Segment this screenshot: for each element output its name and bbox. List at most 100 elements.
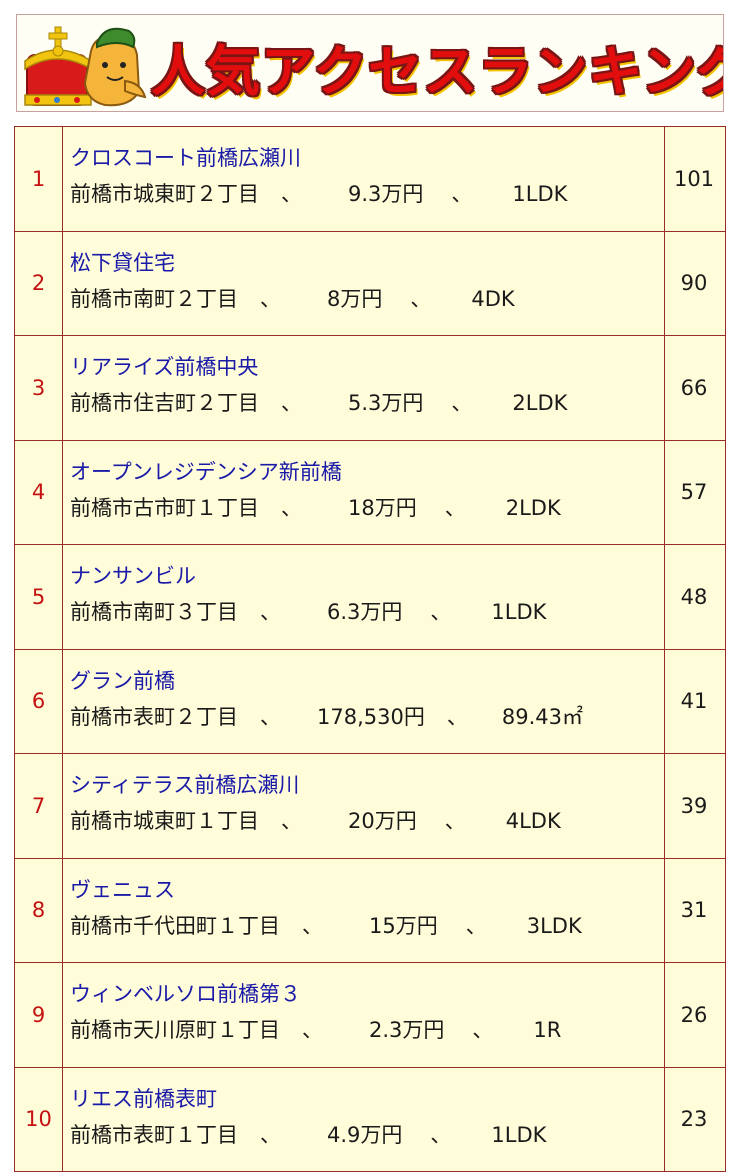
property-price: 6.3万円 [327, 600, 403, 624]
ranking-row[interactable]: 2 松下貸住宅 前橋市南町２丁目、 8万円、 4DK 90 [14, 230, 726, 336]
rank-number: 10 [14, 1066, 63, 1172]
property-details: 前橋市南町２丁目、 8万円、 4DK [70, 284, 664, 314]
ranking-row[interactable]: 10 リエス前橋表町 前橋市表町１丁目、 4.9万円、 1LDK 23 [14, 1066, 726, 1172]
property-spec: 2LDK [505, 495, 561, 520]
crown-mascot-icon [24, 26, 147, 107]
property-spec: 4DK [471, 286, 515, 311]
property-info: グラン前橋 前橋市表町２丁目、 178,530円、 89.43㎡ [62, 648, 665, 754]
property-info: オープンレジデンシア新前橋 前橋市古市町１丁目、 18万円、 2LDK [62, 439, 665, 545]
property-address: 前橋市城東町１丁目 [70, 809, 259, 833]
separator: 、 [465, 913, 487, 938]
ranking-row[interactable]: 1 クロスコート前橋広瀬川 前橋市城東町２丁目、 9.3万円、 1LDK 101 [14, 126, 726, 232]
separator: 、 [430, 1122, 452, 1147]
separator: 、 [281, 182, 302, 206]
access-count: 31 [664, 857, 726, 963]
property-spec: 3LDK [526, 913, 582, 938]
property-details: 前橋市千代田町１丁目、 15万円、 3LDK [70, 911, 664, 941]
property-details: 前橋市古市町１丁目、 18万円、 2LDK [70, 493, 664, 523]
ranking-row[interactable]: 4 オープンレジデンシア新前橋 前橋市古市町１丁目、 18万円、 2LDK 57 [14, 439, 726, 545]
separator: 、 [281, 495, 302, 520]
property-name-link[interactable]: 松下貸住宅 [70, 250, 175, 275]
ranking-row[interactable]: 8 ヴェニュス 前橋市千代田町１丁目、 15万円、 3LDK 31 [14, 857, 726, 963]
property-info: クロスコート前橋広瀬川 前橋市城東町２丁目、 9.3万円、 1LDK [62, 126, 665, 232]
ranking-row[interactable]: 3 リアライズ前橋中央 前橋市住吉町２丁目、 5.3万円、 2LDK 66 [14, 335, 726, 441]
property-name-link[interactable]: リエス前橋表町 [70, 1086, 217, 1111]
property-spec: 2LDK [512, 391, 568, 415]
property-spec: 1LDK [491, 600, 547, 624]
property-name-link[interactable]: ナンサンビル [70, 564, 196, 588]
property-details: 前橋市表町２丁目、 178,530円、 89.43㎡ [70, 702, 664, 732]
property-name-link[interactable]: シティテラス前橋広瀬川 [70, 773, 300, 797]
property-address: 前橋市千代田町１丁目 [70, 913, 280, 938]
property-info: ヴェニュス 前橋市千代田町１丁目、 15万円、 3LDK [62, 857, 665, 963]
property-details: 前橋市南町３丁目、 6.3万円、 1LDK [70, 597, 664, 627]
separator: 、 [451, 391, 473, 415]
rank-number: 9 [14, 962, 63, 1068]
separator: 、 [281, 391, 302, 415]
property-address: 前橋市古市町１丁目 [70, 495, 259, 520]
property-price: 178,530円 [317, 704, 425, 729]
separator: 、 [281, 809, 302, 833]
property-details: 前橋市表町１丁目、 4.9万円、 1LDK [70, 1120, 664, 1150]
ranking-banner: 人気アクセスランキング [16, 14, 724, 112]
rank-number: 8 [14, 857, 63, 963]
property-name-link[interactable]: リアライズ前橋中央 [70, 355, 259, 379]
property-price: 18万円 [348, 495, 417, 520]
property-name-link[interactable]: ウィンベルソロ前橋第３ [70, 982, 301, 1006]
separator: 、 [430, 600, 452, 624]
property-price: 5.3万円 [348, 391, 424, 415]
separator: 、 [410, 286, 432, 311]
separator: 、 [302, 1018, 323, 1042]
rank-number: 7 [14, 753, 63, 859]
property-address: 前橋市南町３丁目 [70, 600, 238, 624]
banner-title: 人気アクセスランキング [151, 40, 724, 103]
access-count: 41 [664, 648, 726, 754]
access-count: 26 [664, 962, 726, 1068]
access-count: 57 [664, 439, 726, 545]
property-address: 前橋市城東町２丁目 [70, 182, 259, 206]
access-count: 66 [664, 335, 726, 441]
property-spec: 89.43㎡ [501, 704, 583, 729]
property-address: 前橋市天川原町１丁目 [70, 1018, 280, 1042]
separator: 、 [472, 1018, 494, 1042]
property-name-link[interactable]: グラン前橋 [70, 668, 175, 693]
property-name-link[interactable]: ヴェニュス [70, 877, 175, 902]
access-count: 48 [664, 544, 726, 650]
rank-number: 1 [14, 126, 63, 232]
access-count: 23 [664, 1066, 726, 1172]
property-spec: 1LDK [491, 1122, 547, 1147]
property-price: 4.9万円 [327, 1122, 403, 1147]
separator: 、 [260, 600, 281, 624]
property-price: 2.3万円 [369, 1018, 445, 1042]
separator: 、 [446, 704, 468, 729]
property-details: 前橋市天川原町１丁目、 2.3万円、 1R [70, 1015, 664, 1045]
ranking-row[interactable]: 6 グラン前橋 前橋市表町２丁目、 178,530円、 89.43㎡ 41 [14, 648, 726, 754]
access-count: 90 [664, 230, 726, 336]
rank-number: 6 [14, 648, 63, 754]
property-details: 前橋市城東町１丁目、 20万円、 4LDK [70, 806, 664, 836]
separator: 、 [444, 495, 466, 520]
access-count: 101 [664, 126, 726, 232]
ranking-row[interactable]: 9 ウィンベルソロ前橋第３ 前橋市天川原町１丁目、 2.3万円、 1R 26 [14, 962, 726, 1068]
property-info: 松下貸住宅 前橋市南町２丁目、 8万円、 4DK [62, 230, 665, 336]
property-price: 9.3万円 [348, 182, 424, 206]
access-count: 39 [664, 753, 726, 859]
rank-number: 3 [14, 335, 63, 441]
property-spec: 1R [533, 1018, 562, 1042]
separator: 、 [451, 182, 473, 206]
rank-number: 2 [14, 230, 63, 336]
property-price: 20万円 [348, 809, 417, 833]
property-name-link[interactable]: オープンレジデンシア新前橋 [70, 459, 342, 484]
ranking-row[interactable]: 7 シティテラス前橋広瀬川 前橋市城東町１丁目、 20万円、 4LDK 39 [14, 753, 726, 859]
property-spec: 1LDK [512, 182, 568, 206]
rank-number: 5 [14, 544, 63, 650]
property-info: ナンサンビル 前橋市南町３丁目、 6.3万円、 1LDK [62, 544, 665, 650]
separator: 、 [260, 286, 281, 311]
property-address: 前橋市表町２丁目 [70, 704, 238, 729]
ranking-row[interactable]: 5 ナンサンビル 前橋市南町３丁目、 6.3万円、 1LDK 48 [14, 544, 726, 650]
property-address: 前橋市表町１丁目 [70, 1122, 238, 1147]
ranking-table: 1 クロスコート前橋広瀬川 前橋市城東町２丁目、 9.3万円、 1LDK 101 2… [14, 126, 726, 1172]
separator: 、 [260, 704, 281, 729]
separator: 、 [444, 809, 466, 833]
property-name-link[interactable]: クロスコート前橋広瀬川 [70, 146, 301, 170]
